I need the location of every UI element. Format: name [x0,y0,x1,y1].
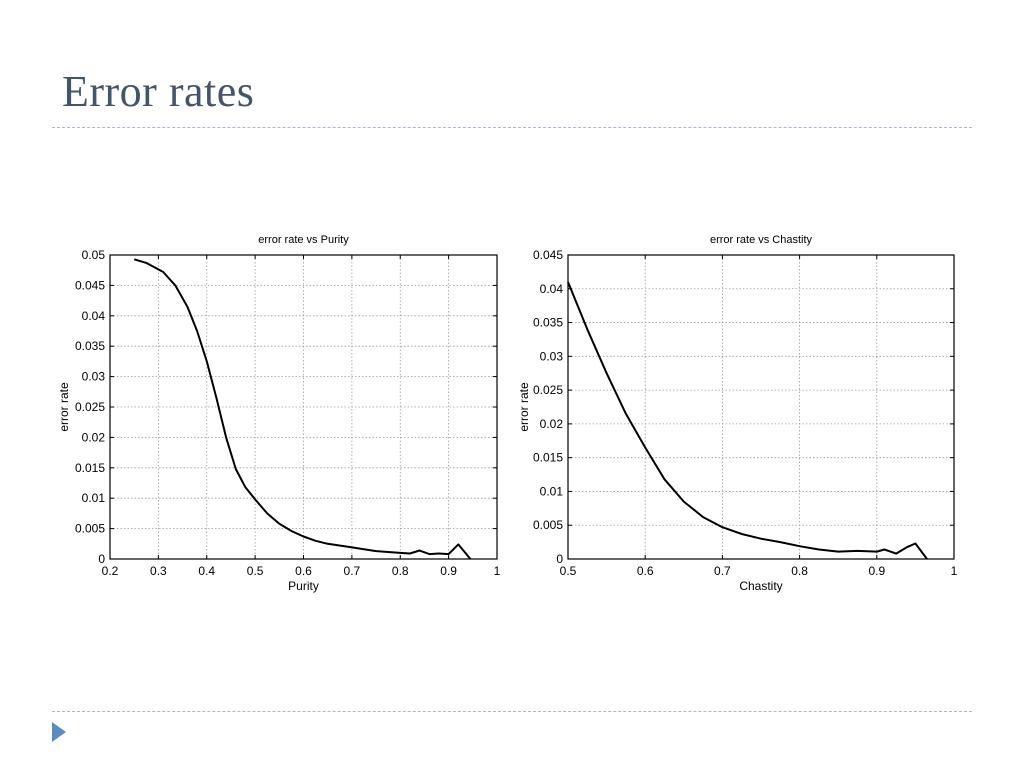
y-tick-label: 0.005 [533,518,563,532]
x-tick-label: 0.2 [102,564,119,578]
x-tick-label: 0.6 [295,564,312,578]
x-axis-label: Chastity [739,579,782,593]
slide-title: Error rates [62,67,255,116]
footer-divider [52,711,972,712]
y-tick-label: 0.01 [540,484,564,498]
chart-title: error rate vs Purity [258,234,349,246]
x-tick-label: 0.8 [791,564,808,578]
x-tick-label: 1 [951,564,958,578]
x-tick-label: 0.9 [440,564,457,578]
x-tick-label: 0.6 [637,564,654,578]
chart-error-rate-vs-chastity: 0.5 0.6 0.7 0.8 0.9 1 0 0.005 0.01 0.015 0.02 0.025… [517,234,958,593]
y-tick-label: 0.03 [82,370,106,384]
y-tick-label: 0.045 [533,248,563,262]
y-tick-label: 0.03 [540,349,564,363]
y-tick-label: 0.02 [540,417,564,431]
y-axis-label: error rate [517,382,531,432]
x-axis-label: Purity [288,579,319,593]
series-line [133,258,472,560]
y-tick-label: 0 [98,552,105,566]
x-tick-label: 0.5 [560,564,577,578]
x-tick-label: 1 [494,564,501,578]
y-tick-label: 0.015 [75,461,105,475]
y-tick-label: 0.01 [82,491,106,505]
y-tick-label: 0.045 [75,278,105,292]
x-tick-label: 0.4 [198,564,215,578]
y-tick-label: 0.015 [533,451,563,465]
x-tick-label: 0.7 [344,564,361,578]
x-tick-label: 0.9 [868,564,885,578]
y-tick-label: 0.05 [82,248,106,262]
x-tick-label: 0.3 [150,564,167,578]
y-tick-label: 0 [556,552,563,566]
x-tick-label: 0.7 [714,564,731,578]
plot-frame [109,254,498,560]
bullet-arrow-icon [52,722,66,742]
x-tick-label: 0.5 [247,564,264,578]
chart-error-rate-vs-purity: 0.2 0.3 0.4 0.5 0.6 0.7 0.8 0.9 1 0 0.005 0.01 0.015… [57,234,501,593]
series-line [567,281,928,560]
y-tick-label: 0.04 [540,282,564,296]
y-axis-label: error rate [57,382,71,432]
y-tick-label: 0.035 [533,316,563,330]
title-divider [52,127,972,128]
x-tick-label: 0.8 [392,564,409,578]
plot-frame [567,254,955,560]
y-tick-label: 0.005 [75,522,105,536]
y-tick-label: 0.04 [82,309,106,323]
y-tick-label: 0.025 [75,400,105,414]
chart-title: error rate vs Chastity [710,234,813,246]
y-tick-label: 0.035 [75,339,105,353]
y-tick-label: 0.025 [533,383,563,397]
y-tick-label: 0.02 [82,430,106,444]
